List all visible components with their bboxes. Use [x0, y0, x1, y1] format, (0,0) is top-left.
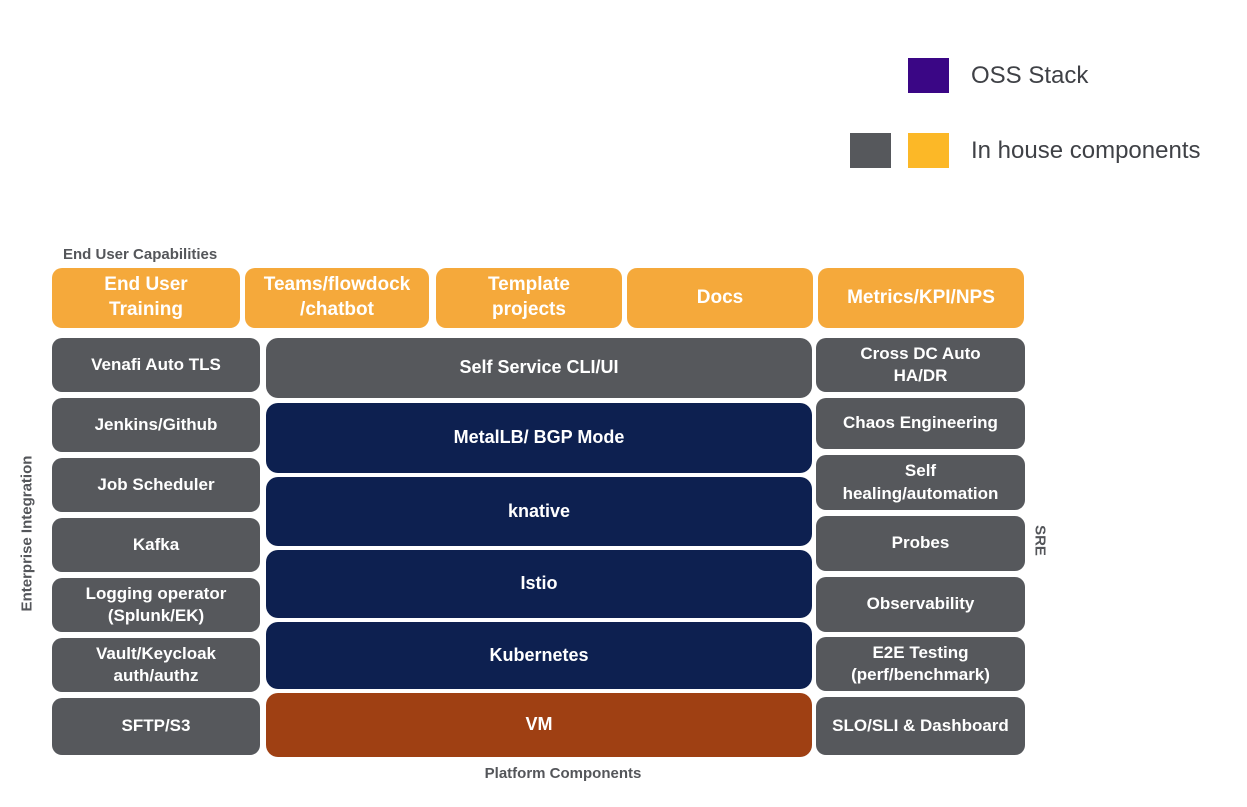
box-label: Istio: [520, 573, 558, 594]
box-label: Docs: [696, 286, 744, 308]
box-label: Job Scheduler: [97, 474, 215, 494]
box-e2e-testing-perf-benchmark: E2E Testing (perf/benchmark): [816, 637, 1025, 691]
enterprise-integration-axis-label: Enterprise Integration: [18, 455, 36, 612]
box-label: Template projects: [487, 274, 570, 320]
box-cross-dc-auto-ha-dr: Cross DC Auto HA/DR: [816, 338, 1025, 392]
box-label: MetalLB/ BGP Mode: [453, 427, 625, 448]
box-label: VM: [525, 714, 553, 735]
inhouse-orange-swatch-icon: [908, 133, 949, 168]
box-docs: Docs: [627, 268, 813, 328]
box-probes: Probes: [816, 516, 1025, 571]
inhouse-components-label: In house components: [971, 137, 1201, 164]
box-label: Cross DC Auto HA/DR: [860, 343, 981, 385]
box-label: Self Service CLI/UI: [459, 357, 619, 378]
box-label: Jenkins/Github: [94, 414, 218, 434]
box-vm: VM: [266, 693, 812, 757]
box-chaos-engineering: Chaos Engineering: [816, 398, 1025, 449]
box-label: Venafi Auto TLS: [91, 354, 221, 374]
oss-stack-label: OSS Stack: [971, 62, 1089, 89]
box-kafka: Kafka: [52, 518, 260, 572]
box-label: Vault/Keycloak auth/authz: [95, 643, 216, 685]
box-label: E2E Testing (perf/benchmark): [851, 642, 990, 684]
platform-components-heading: Platform Components: [484, 765, 642, 782]
box-self-healing-automation: Self healing/automation: [816, 455, 1025, 510]
box-template-projects: Template projects: [436, 268, 622, 328]
box-label: Kafka: [132, 534, 180, 554]
end-user-capabilities-heading: End User Capabilities: [63, 246, 218, 263]
box-vault-keycloak-auth-authz: Vault/Keycloak auth/authz: [52, 638, 260, 692]
box-label: Logging operator (Splunk/EK): [85, 583, 227, 625]
box-label: SLO/SLI & Dashboard: [832, 715, 1009, 735]
box-metallb-bgp-mode: MetalLB/ BGP Mode: [266, 403, 812, 473]
inhouse-gray-swatch-icon: [850, 133, 891, 168]
box-metrics-kpi-nps: Metrics/KPI/NPS: [818, 268, 1024, 328]
box-kubernetes: Kubernetes: [266, 622, 812, 689]
box-label: Observability: [866, 594, 975, 614]
box-label: Chaos Engineering: [843, 413, 998, 433]
box-self-service-cli-ui: Self Service CLI/UI: [266, 338, 812, 398]
box-label: Self healing/automation: [842, 461, 999, 503]
box-label: Metrics/KPI/NPS: [847, 286, 995, 308]
box-jenkins-github: Jenkins/Github: [52, 398, 260, 452]
box-venafi-auto-tls: Venafi Auto TLS: [52, 338, 260, 392]
oss-stack-swatch-icon: [908, 58, 949, 93]
box-label: Teams/flowdock /chatbot: [263, 274, 411, 320]
sre-axis-label: SRE: [1031, 525, 1049, 556]
box-sftp-s3: SFTP/S3: [52, 698, 260, 755]
box-end-user-training: End User Training: [52, 268, 240, 328]
box-slo-sli-dashboard: SLO/SLI & Dashboard: [816, 697, 1025, 755]
box-logging-operator-splunk-ek: Logging operator (Splunk/EK): [52, 578, 260, 632]
box-job-scheduler: Job Scheduler: [52, 458, 260, 512]
box-label: Probes: [891, 533, 950, 553]
box-teams-flowdock-chatbot: Teams/flowdock /chatbot: [245, 268, 429, 328]
box-label: SFTP/S3: [121, 716, 191, 736]
box-istio: Istio: [266, 550, 812, 618]
box-label: Kubernetes: [489, 644, 589, 665]
box-label: End User Training: [104, 274, 188, 320]
box-observability: Observability: [816, 577, 1025, 632]
box-label: knative: [507, 500, 571, 521]
box-knative: knative: [266, 477, 812, 546]
